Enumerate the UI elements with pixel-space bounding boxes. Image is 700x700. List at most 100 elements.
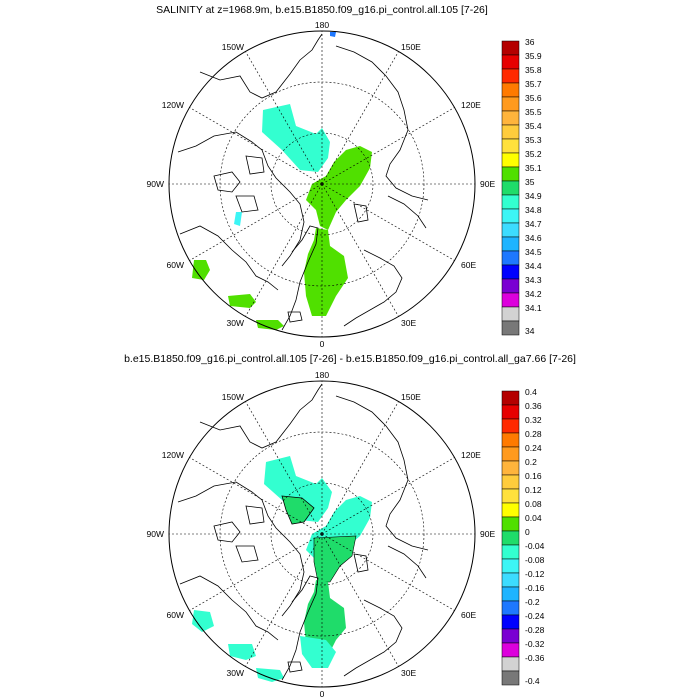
- colorbar: 0.4 0.36 0.32 0.28 0.24 0.2 0.16 0.12 0.08 0.04 0 -…: [501, 387, 545, 686]
- coastline-iceland: [287, 311, 303, 323]
- meridian-60w: [189, 533, 323, 611]
- colorbar-swatch: [501, 642, 520, 658]
- graticule: [169, 381, 475, 687]
- meridian-30w: [245, 183, 323, 317]
- lon-label-150w: 150W: [222, 42, 244, 52]
- lon-label-90w: 90W: [147, 529, 164, 539]
- colorbar-label: -0.4: [525, 676, 540, 686]
- colorbar-label: 34.2: [525, 289, 542, 299]
- colorbar-label: 35.6: [525, 93, 542, 103]
- colorbar-label: -0.04: [525, 541, 545, 551]
- colorbar-swatch: [501, 474, 520, 490]
- meridian-30w: [245, 533, 323, 667]
- panel-title: b.e15.B1850.f09_g16.pi_control.all.105 […: [124, 353, 576, 365]
- colorbar: 36 35.9 35.8 35.7 35.6 35.5 35.4 35.3 35.2 35.1 35…: [501, 37, 542, 336]
- meridian-150w: [245, 401, 323, 535]
- colorbar-swatch: [501, 180, 520, 196]
- lon-label-120w: 120W: [162, 450, 184, 460]
- colorbar-label: 35.4: [525, 121, 542, 131]
- colorbar-label: -0.2: [525, 597, 540, 607]
- lon-label-30w: 30W: [227, 668, 244, 678]
- latitude-circle: [270, 132, 374, 236]
- colorbar-label: 34.6: [525, 233, 542, 243]
- coastline-novaya: [387, 195, 427, 229]
- panel-title: SALINITY at z=1968.9m, b.e15.B1850.f09_g…: [156, 4, 488, 16]
- colorbar-swatch: [501, 306, 520, 322]
- colorbar-label: 34: [525, 326, 535, 336]
- colorbar-label: 0.24: [525, 443, 542, 453]
- lon-label-0: 0: [320, 339, 325, 349]
- colorbar-label: -0.32: [525, 639, 545, 649]
- meridian-150e: [321, 401, 399, 535]
- colorbar-swatch: [501, 558, 520, 574]
- shading-layer: [192, 32, 372, 330]
- lon-label-30e: 30E: [401, 318, 416, 328]
- colorbar-swatch: [501, 460, 520, 476]
- colorbar-label: 0.12: [525, 485, 542, 495]
- colorbar-label: 34.3: [525, 275, 542, 285]
- labrador-shading-2: [228, 294, 256, 308]
- colorbar-label: 0.2: [525, 457, 537, 467]
- shading-layer: [192, 456, 372, 682]
- lon-label-60e: 60E: [461, 610, 476, 620]
- meridian-120w: [189, 457, 323, 535]
- colorbar-label: 35.7: [525, 79, 542, 89]
- lon-label-60e: 60E: [461, 260, 476, 270]
- colorbar-label: 35: [525, 177, 535, 187]
- colorbar-swatch: [501, 138, 520, 154]
- meridian-120w: [189, 107, 323, 185]
- colorbar-label: 35.9: [525, 51, 542, 61]
- meridian-150w: [245, 51, 323, 185]
- lon-label-60w: 60W: [167, 610, 184, 620]
- colorbar-swatch: [501, 446, 520, 462]
- colorbar-label: 0.28: [525, 429, 542, 439]
- labrador-shading: [192, 610, 214, 632]
- labrador-shading-1: [192, 260, 210, 280]
- map-border: [168, 30, 476, 338]
- coastline-siberia: [335, 45, 429, 201]
- colorbar-swatch: [501, 236, 520, 252]
- lon-label-60w: 60W: [167, 260, 184, 270]
- bering-patch: [330, 32, 336, 37]
- coastline-svalbard: [353, 203, 369, 223]
- colorbar-label: 35.3: [525, 135, 542, 145]
- lon-label-150w: 150W: [222, 392, 244, 402]
- coastline-alaska: [199, 383, 323, 449]
- colorbar-swatch: [501, 264, 520, 280]
- colorbar-swatch: [501, 208, 520, 224]
- colorbar-swatch: [501, 250, 520, 266]
- longitude-labels: 180 150E 120E 90E 60E 30E 0 30W 60W 90W …: [147, 370, 496, 699]
- coastline-greenland: [281, 225, 319, 331]
- baffin-shading: [234, 212, 242, 226]
- colorbar-label: 0.4: [525, 387, 537, 397]
- colorbar-label: 35.1: [525, 163, 542, 173]
- latitude-circle: [270, 482, 374, 586]
- meridian-30e: [321, 183, 399, 317]
- north-atlantic-shading: [300, 636, 336, 668]
- colorbar-label: 34.7: [525, 219, 542, 229]
- colorbar-swatch: [501, 600, 520, 616]
- colorbar-label: -0.36: [525, 653, 545, 663]
- colorbar-label: 34.5: [525, 247, 542, 257]
- coastline-svalbard: [353, 553, 369, 573]
- colorbar-label: -0.12: [525, 569, 545, 579]
- colorbar-swatch: [501, 530, 520, 546]
- labrador-shading-3: [256, 320, 284, 330]
- lon-label-150e: 150E: [401, 42, 421, 52]
- lon-label-30w: 30W: [227, 318, 244, 328]
- lon-label-120e: 120E: [461, 100, 481, 110]
- colorbar-label: -0.28: [525, 625, 545, 635]
- meridian-120e: [321, 457, 455, 535]
- colorbar-swatch: [501, 614, 520, 630]
- lon-label-90w: 90W: [147, 179, 164, 189]
- colorbar-label: 34.1: [525, 303, 542, 313]
- polar-map: 180 150E 120E 90E 60E 30E 0 30W 60W 90W …: [147, 370, 496, 699]
- colorbar-swatch: [501, 40, 520, 56]
- eurasian-basin-shading: [306, 146, 372, 230]
- lon-label-30e: 30E: [401, 668, 416, 678]
- colorbar-swatch: [501, 124, 520, 140]
- colorbar-label: 34.9: [525, 191, 542, 201]
- colorbar-label: -0.24: [525, 611, 545, 621]
- longitude-labels: 180 150E 120E 90E 60E 30E 0 30W 60W 90W …: [147, 20, 496, 349]
